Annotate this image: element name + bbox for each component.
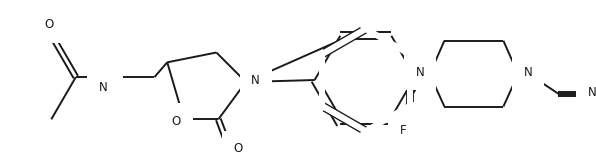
Text: N: N: [415, 66, 424, 79]
Text: N: N: [523, 66, 532, 79]
Text: H: H: [104, 83, 112, 93]
Text: N: N: [588, 86, 596, 99]
Text: N: N: [99, 81, 108, 94]
Text: F: F: [400, 124, 406, 137]
Text: O: O: [45, 18, 54, 31]
Text: O: O: [172, 115, 181, 128]
Text: O: O: [234, 142, 243, 155]
Text: N: N: [252, 74, 260, 87]
